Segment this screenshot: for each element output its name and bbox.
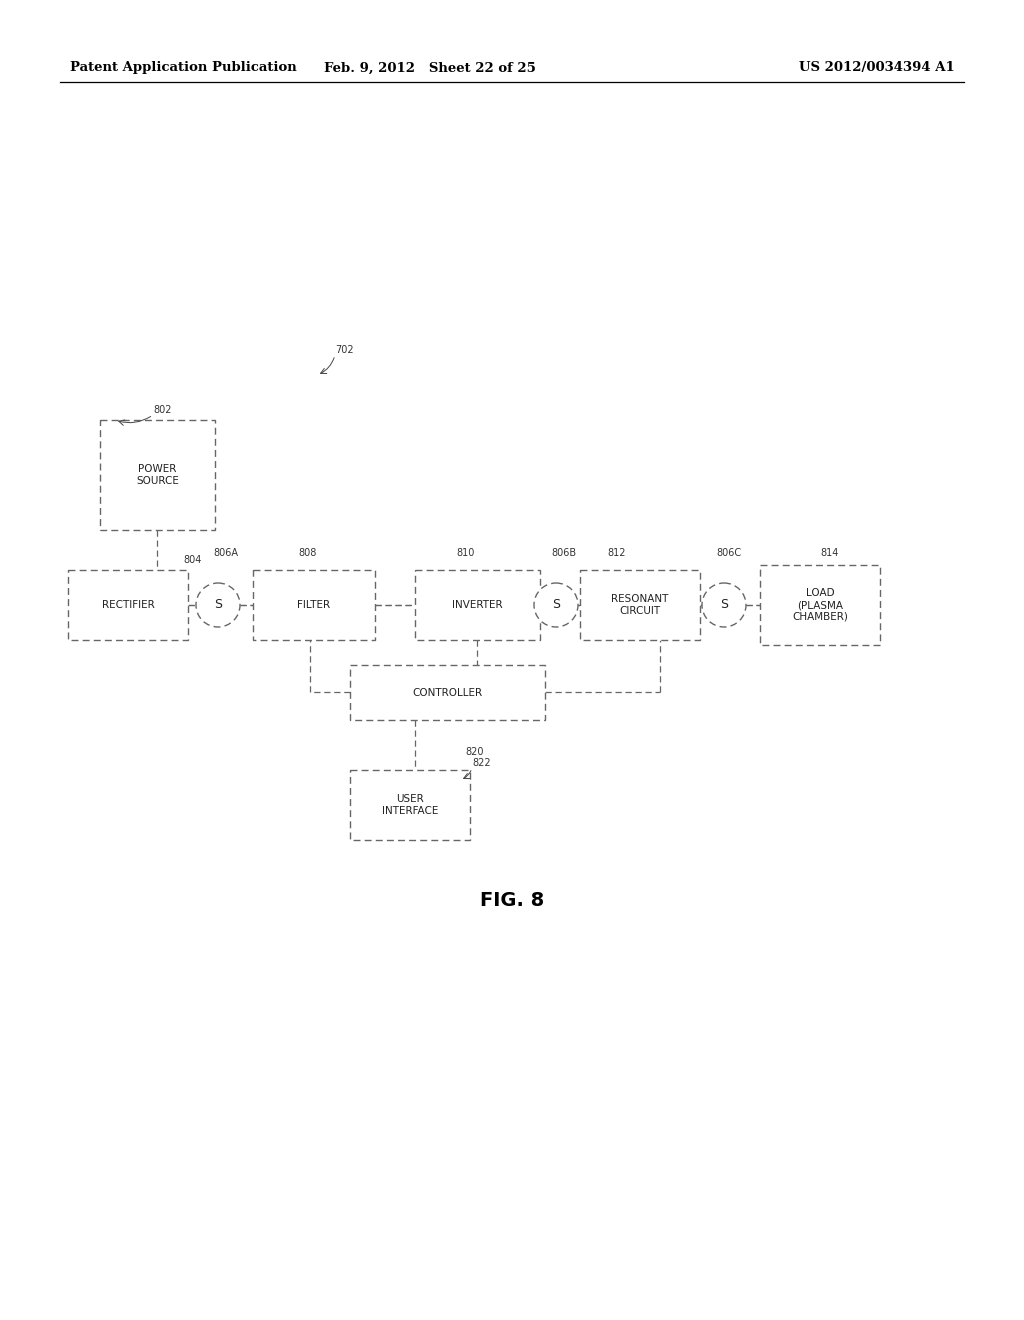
Text: RESONANT
CIRCUIT: RESONANT CIRCUIT: [611, 594, 669, 616]
Text: LOAD
(PLASMA
CHAMBER): LOAD (PLASMA CHAMBER): [792, 589, 848, 622]
Text: 810: 810: [456, 548, 474, 558]
Text: 812: 812: [607, 548, 626, 558]
Text: 804: 804: [183, 554, 202, 565]
Bar: [580, 570, 700, 640]
Circle shape: [534, 583, 578, 627]
Text: 802: 802: [153, 405, 171, 414]
Text: 806A: 806A: [213, 548, 238, 558]
Text: FILTER: FILTER: [297, 601, 331, 610]
Text: Patent Application Publication: Patent Application Publication: [70, 62, 297, 74]
Text: INVERTER: INVERTER: [453, 601, 503, 610]
Text: Feb. 9, 2012   Sheet 22 of 25: Feb. 9, 2012 Sheet 22 of 25: [324, 62, 536, 74]
Text: FIG. 8: FIG. 8: [480, 891, 544, 909]
Text: CONTROLLER: CONTROLLER: [413, 688, 482, 697]
Text: RECTIFIER: RECTIFIER: [101, 601, 155, 610]
Bar: [760, 565, 880, 645]
Text: POWER
SOURCE: POWER SOURCE: [136, 465, 179, 486]
Circle shape: [702, 583, 746, 627]
Text: 820: 820: [465, 747, 483, 756]
Text: S: S: [720, 598, 728, 611]
Text: 702: 702: [335, 345, 353, 355]
Text: USER
INTERFACE: USER INTERFACE: [382, 795, 438, 816]
Text: 806C: 806C: [716, 548, 741, 558]
Bar: [415, 570, 540, 640]
Bar: [350, 770, 470, 840]
Text: 806B: 806B: [551, 548, 577, 558]
Text: S: S: [214, 598, 222, 611]
Bar: [253, 570, 375, 640]
Text: 822: 822: [472, 758, 490, 768]
Text: 808: 808: [298, 548, 316, 558]
Text: US 2012/0034394 A1: US 2012/0034394 A1: [800, 62, 955, 74]
Bar: [350, 665, 545, 719]
Bar: [68, 570, 188, 640]
Bar: [100, 420, 215, 531]
Text: S: S: [552, 598, 560, 611]
Text: 814: 814: [820, 548, 839, 558]
Circle shape: [196, 583, 240, 627]
